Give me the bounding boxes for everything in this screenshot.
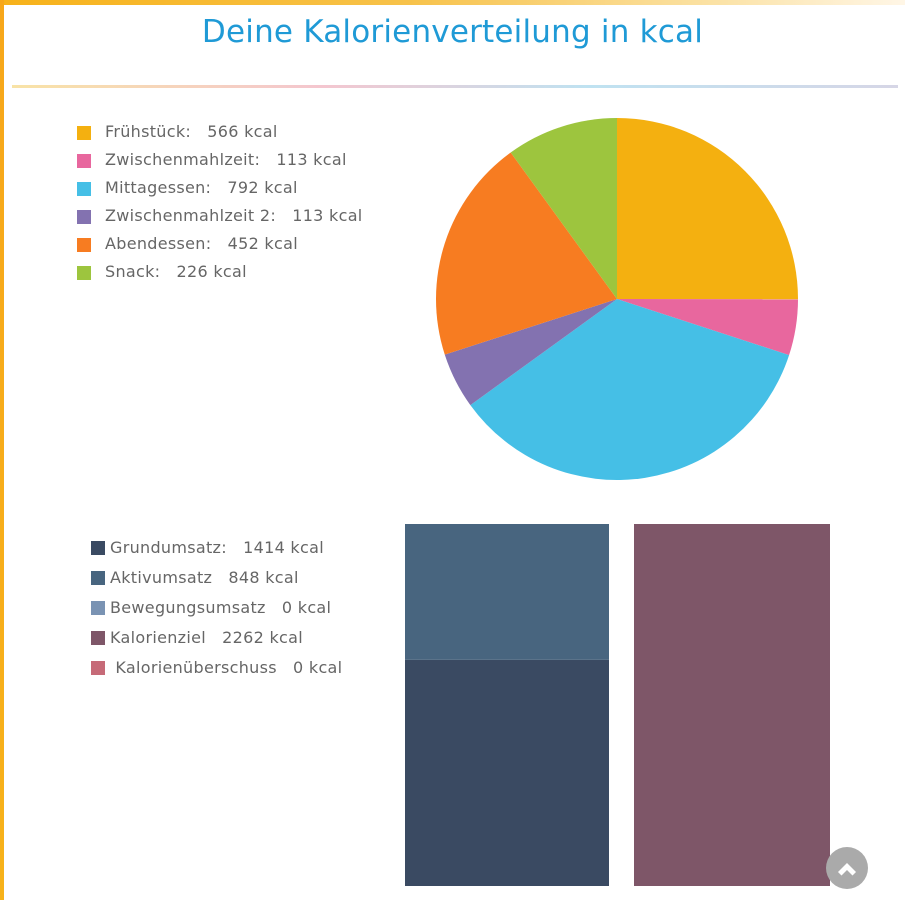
legend-swatch xyxy=(77,266,91,280)
legend-swatch xyxy=(77,210,91,224)
legend-label: Kalorienziel 2262 kcal xyxy=(110,628,303,647)
page-title: Deine Kalorienverteilung in kcal xyxy=(201,14,704,50)
legend-swatch xyxy=(91,601,105,615)
legend-label: Grundumsatz: 1414 kcal xyxy=(110,538,324,557)
pie-slice-0 xyxy=(617,118,799,300)
legend-swatch xyxy=(91,631,105,645)
legend-swatch xyxy=(91,541,105,555)
scroll-to-top-button[interactable] xyxy=(826,847,868,889)
legend-label: Abendessen: 452 kcal xyxy=(105,234,298,253)
legend-label: Zwischenmahlzeit 2: 113 kcal xyxy=(105,206,363,225)
legend-label: Frühstück: 566 kcal xyxy=(105,122,278,141)
legend-label: Snack: 226 kcal xyxy=(105,262,247,281)
legend-label: Zwischenmahlzeit: 113 kcal xyxy=(105,150,347,169)
legend-label: Kalorienüberschuss 0 kcal xyxy=(115,658,343,677)
top-accent-strip xyxy=(0,0,905,5)
left-accent-strip xyxy=(0,0,4,900)
legend-swatch xyxy=(77,126,91,140)
pie-slice-2 xyxy=(470,299,790,480)
title-divider xyxy=(12,85,898,88)
legend-label: Bewegungsumsatz 0 kcal xyxy=(110,598,332,617)
legend-swatch xyxy=(91,571,105,585)
bar-segment-1-0 xyxy=(634,524,830,886)
pie-slice-3 xyxy=(444,299,617,406)
pie-slice-1 xyxy=(617,299,798,356)
legend-swatch xyxy=(77,182,91,196)
legend-swatch xyxy=(77,238,91,252)
legend-label: Aktivumsatz 848 kcal xyxy=(110,568,299,587)
legend-label: Mittagessen: 792 kcal xyxy=(105,178,298,197)
chevron-up-icon xyxy=(838,863,856,876)
legend-swatch xyxy=(91,661,105,675)
pie-slice-5 xyxy=(510,118,617,299)
legend-swatch xyxy=(77,154,91,168)
bar-segment-0-1 xyxy=(405,524,609,660)
bar-segment-0-0 xyxy=(405,659,609,886)
pie-slice-4 xyxy=(436,152,617,355)
